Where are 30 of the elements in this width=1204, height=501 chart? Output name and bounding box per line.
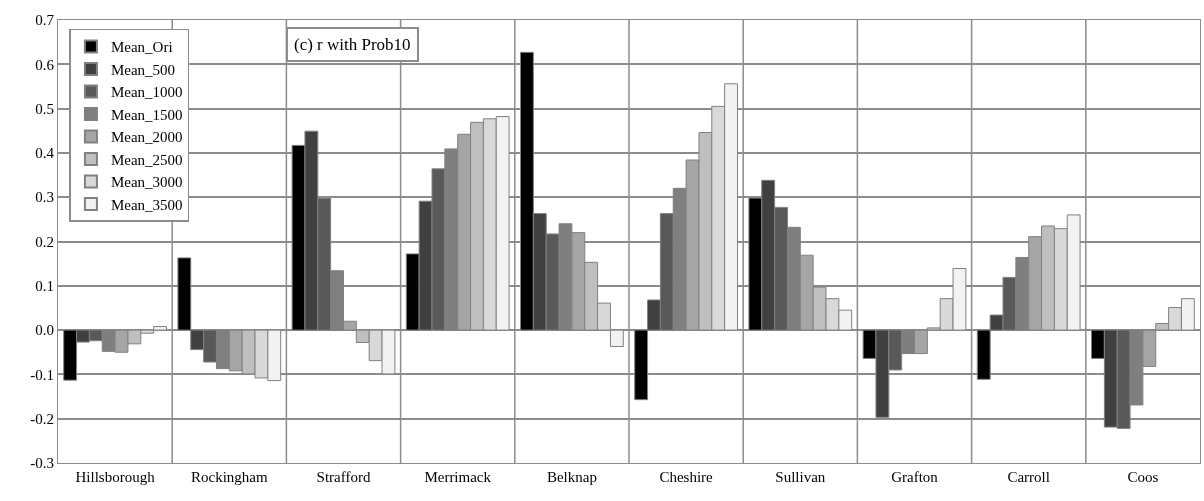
y-tick-label: -0.1 (30, 366, 54, 383)
x-tick-label: Rockingham (190, 469, 268, 485)
x-tick-label: Strafford (316, 469, 371, 485)
legend-label: Mean_500 (110, 61, 176, 78)
legend-label: Mean_2500 (110, 151, 183, 168)
y-tick-label: 0.7 (35, 12, 55, 29)
legend-label: Mean_Ori (110, 39, 173, 56)
x-tick-label: Grafton (891, 469, 939, 485)
y-tick-label: -0.2 (30, 410, 54, 427)
x-tick-label: Sullivan (775, 469, 826, 485)
x-tick-label: Belknap (546, 469, 597, 485)
x-tick-label: Merrimack (424, 469, 492, 485)
x-tick-label: Hillsborough (75, 469, 156, 485)
legend-label: Mean_1000 (110, 84, 183, 101)
y-tick-label: 0.5 (35, 100, 54, 117)
legend-label: Mean_3500 (110, 196, 183, 213)
x-tick-label: Cheshire (659, 469, 714, 485)
text: (c) r with Prob10 (294, 35, 411, 54)
y-tick-label: 0.0 (35, 322, 54, 339)
y-tick-label: 0.3 (35, 189, 54, 206)
y-tick-label: -0.3 (30, 455, 54, 472)
y-tick-label: 0.6 (35, 56, 55, 73)
x-tick-label: Coos (1127, 469, 1159, 485)
legend-label: Mean_1500 (110, 106, 183, 123)
y-tick-label: 0.2 (35, 233, 54, 250)
y-tick-label: 0.4 (35, 145, 55, 162)
legend-label: Mean_3000 (110, 174, 183, 191)
y-tick-label: 0.1 (35, 278, 54, 295)
legend-label: Mean_2000 (110, 129, 183, 146)
x-tick-label: Carroll (1007, 469, 1050, 485)
